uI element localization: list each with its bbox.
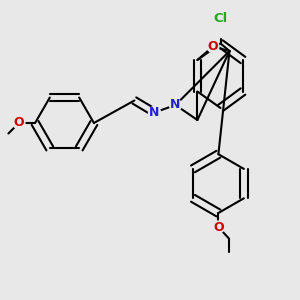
Text: O: O xyxy=(213,220,224,234)
Text: Cl: Cl xyxy=(213,11,228,25)
Circle shape xyxy=(212,221,224,233)
Text: O: O xyxy=(208,40,218,53)
Circle shape xyxy=(148,106,160,119)
Circle shape xyxy=(212,10,229,26)
Text: N: N xyxy=(170,98,181,112)
Text: O: O xyxy=(14,116,24,130)
Circle shape xyxy=(13,117,25,129)
Circle shape xyxy=(207,40,219,52)
Text: N: N xyxy=(149,106,160,119)
Circle shape xyxy=(169,99,181,111)
